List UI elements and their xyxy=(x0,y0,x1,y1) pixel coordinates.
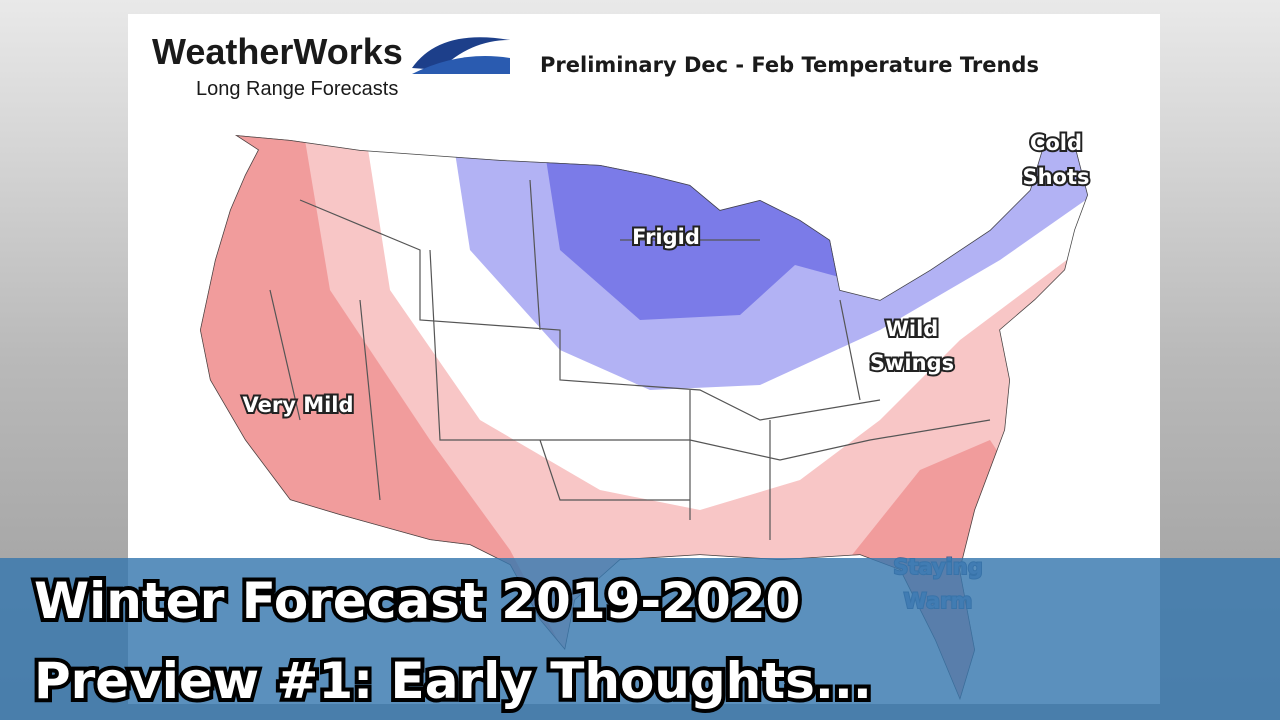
map-label-line: Cold xyxy=(1030,131,1082,155)
banner-line: Winter Forecast 2019-2020 xyxy=(34,572,800,630)
banner-line: Preview #1: Early Thoughts... xyxy=(34,652,872,710)
map-label: Very Mild xyxy=(242,393,353,417)
title-banner xyxy=(0,558,1280,720)
logo-swoosh xyxy=(412,37,510,70)
map-label: Wild Swings xyxy=(870,317,954,375)
logo-name: WeatherWorks xyxy=(152,31,403,72)
map-label-line: Very Mild xyxy=(242,393,353,417)
map-label-line: Frigid xyxy=(632,225,700,249)
map-label: Cold Shots xyxy=(1022,131,1089,189)
map-label-line: Wild xyxy=(886,317,939,341)
map-title: Preliminary Dec - Feb Temperature Trends xyxy=(540,53,1039,77)
map-label: Frigid xyxy=(632,225,700,249)
logo-swoosh xyxy=(412,56,510,74)
map-label-line: Shots xyxy=(1022,165,1089,189)
map-label-line: Swings xyxy=(870,351,954,375)
logo-tagline: Long Range Forecasts xyxy=(196,78,398,100)
